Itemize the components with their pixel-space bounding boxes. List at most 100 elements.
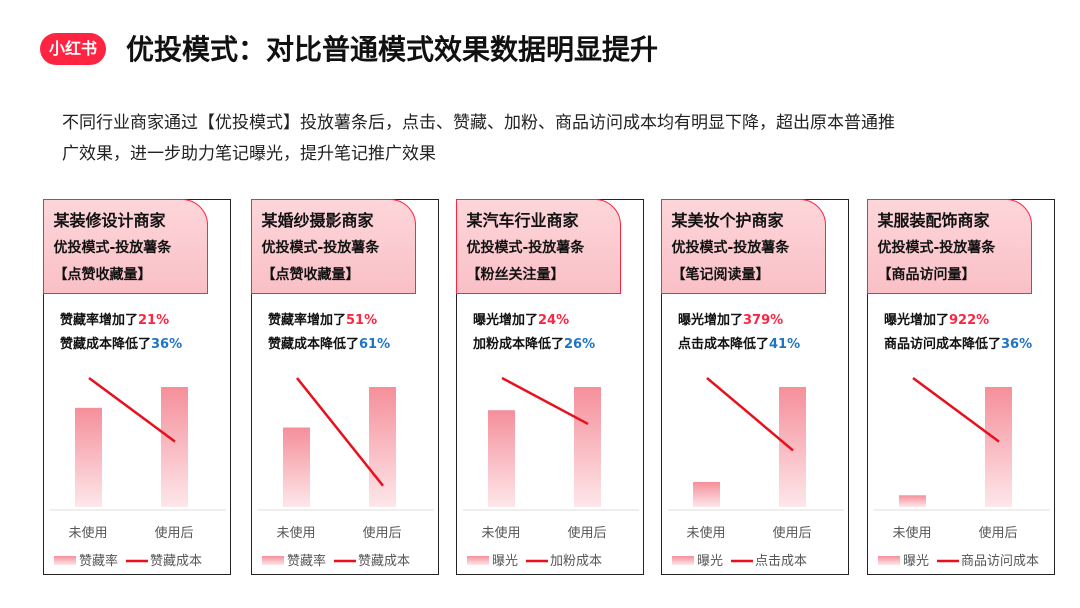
card-header: 某美妆个护商家 优投模式-投放薯条 【笔记阅读量】 xyxy=(660,198,826,294)
stat-decrease-value: 36% xyxy=(1001,337,1033,352)
mode-label: 优投模式-投放薯条 xyxy=(877,239,996,256)
stat-decrease-value: 41% xyxy=(769,337,801,352)
x-tick-label: 使用后 xyxy=(772,525,811,541)
stat-increase-label: 曝光增加了 xyxy=(473,313,539,328)
stats-block: 曝光增加了922% 商品访问成本降低了36% xyxy=(884,309,1032,357)
legend-bar-swatch xyxy=(672,556,694,565)
stat-increase-label: 赞藏率增加了 xyxy=(60,313,139,328)
stat-decrease: 赞藏成本降低了61% xyxy=(268,333,390,357)
cost-line xyxy=(912,376,1000,443)
x-tick-label: 未使用 xyxy=(686,525,725,541)
bar xyxy=(369,387,396,507)
legend-line-label: 赞藏成本 xyxy=(358,554,410,569)
mode-label: 优投模式-投放薯条 xyxy=(261,239,380,256)
legend-bar-label: 曝光 xyxy=(697,554,723,569)
legend-line-label: 加粉成本 xyxy=(550,554,602,569)
bar xyxy=(488,410,515,507)
stat-decrease: 加粉成本降低了26% xyxy=(473,333,595,357)
legend-bar-swatch xyxy=(54,556,76,565)
stat-decrease-value: 26% xyxy=(564,337,596,352)
metric-label: 【商品访问量】 xyxy=(877,266,976,283)
x-tick-label: 使用后 xyxy=(362,525,401,541)
bar xyxy=(283,427,310,507)
case-card: 某装修设计商家 优投模式-投放薯条 【点赞收藏量】 赞藏率增加了21% 赞藏成本… xyxy=(42,198,231,575)
stat-decrease-label: 赞藏成本降低了 xyxy=(60,337,152,352)
stat-increase: 曝光增加了379% xyxy=(678,309,800,333)
company-name: 某服装配饰商家 xyxy=(877,210,990,230)
legend-line-label: 商品访问成本 xyxy=(961,554,1039,569)
bar xyxy=(779,387,806,507)
stat-decrease: 商品访问成本降低了36% xyxy=(884,333,1032,357)
stat-increase-label: 曝光增加了 xyxy=(884,313,950,328)
metric-label: 【笔记阅读量】 xyxy=(671,266,770,283)
company-name: 某美妆个护商家 xyxy=(671,210,784,230)
stat-increase-value: 922% xyxy=(949,313,990,328)
stat-increase: 赞藏率增加了21% xyxy=(60,309,182,333)
cost-line xyxy=(501,376,589,426)
stat-decrease: 赞藏成本降低了36% xyxy=(60,333,182,357)
legend-bar-label: 赞藏率 xyxy=(79,553,118,569)
x-tick-label: 未使用 xyxy=(68,525,107,541)
stats-block: 赞藏率增加了21% 赞藏成本降低了36% xyxy=(60,309,182,357)
legend-bar-swatch xyxy=(878,556,900,565)
cost-line xyxy=(296,377,384,487)
stat-decrease-label: 赞藏成本降低了 xyxy=(268,337,360,352)
card-header: 某汽车行业商家 优投模式-投放薯条 【粉丝关注量】 xyxy=(455,198,621,294)
company-name: 某婚纱摄影商家 xyxy=(261,210,374,230)
legend-bar-label: 曝光 xyxy=(903,554,929,569)
mode-label: 优投模式-投放薯条 xyxy=(53,239,172,256)
stat-decrease-label: 商品访问成本降低了 xyxy=(884,337,1002,352)
intro-line-2: 广效果，进一步助力笔记曝光，提升笔记推广效果 xyxy=(62,144,436,164)
stat-increase-label: 曝光增加了 xyxy=(678,313,744,328)
stat-increase-value: 21% xyxy=(138,313,170,328)
company-name: 某汽车行业商家 xyxy=(466,210,579,230)
card-header: 某服装配饰商家 优投模式-投放薯条 【商品访问量】 xyxy=(866,198,1032,294)
metric-label: 【点赞收藏量】 xyxy=(261,266,360,283)
legend-bar-swatch xyxy=(467,556,489,565)
stat-increase: 曝光增加了922% xyxy=(884,309,1032,333)
x-tick-label: 未使用 xyxy=(892,525,931,541)
stat-decrease-value: 36% xyxy=(151,337,183,352)
card-header: 某婚纱摄影商家 优投模式-投放薯条 【点赞收藏量】 xyxy=(250,198,416,294)
bar xyxy=(574,387,601,507)
legend-line-label: 赞藏成本 xyxy=(150,554,202,569)
x-tick-label: 使用后 xyxy=(567,525,606,541)
stat-increase: 赞藏率增加了51% xyxy=(268,309,390,333)
case-card: 某汽车行业商家 优投模式-投放薯条 【粉丝关注量】 曝光增加了24% 加粉成本降… xyxy=(455,198,644,575)
mode-label: 优投模式-投放薯条 xyxy=(466,239,585,256)
case-card: 某服装配饰商家 优投模式-投放薯条 【商品访问量】 曝光增加了922% 商品访问… xyxy=(866,198,1055,575)
case-card: 某婚纱摄影商家 优投模式-投放薯条 【点赞收藏量】 赞藏率增加了51% 赞藏成本… xyxy=(250,198,439,575)
bar xyxy=(161,387,188,507)
stat-decrease: 点击成本降低了41% xyxy=(678,333,800,357)
bar xyxy=(985,387,1012,507)
company-name: 某装修设计商家 xyxy=(53,210,166,230)
intro-line-1: 不同行业商家通过【优投模式】投放薯条后，点击、赞藏、加粉、商品访问成本均有明显下… xyxy=(62,113,895,133)
xiaohongshu-logo: 小红书 xyxy=(40,33,106,65)
cost-line xyxy=(706,377,794,452)
stat-increase-value: 379% xyxy=(743,313,784,328)
bar xyxy=(899,495,926,507)
intro-text: 不同行业商家通过【优投模式】投放薯条后，点击、赞藏、加粉、商品访问成本均有明显下… xyxy=(62,108,962,170)
stat-decrease-label: 点击成本降低了 xyxy=(678,337,770,352)
x-tick-label: 未使用 xyxy=(481,525,520,541)
legend-line-label: 点击成本 xyxy=(755,554,807,569)
stats-block: 曝光增加了379% 点击成本降低了41% xyxy=(678,309,800,357)
stats-block: 赞藏率增加了51% 赞藏成本降低了61% xyxy=(268,309,390,357)
bar xyxy=(75,407,102,507)
stat-decrease-label: 加粉成本降低了 xyxy=(473,337,565,352)
x-tick-label: 使用后 xyxy=(154,525,193,541)
page-title: 优投模式：对比普通模式效果数据明显提升 xyxy=(126,33,659,66)
metric-label: 【点赞收藏量】 xyxy=(53,266,152,283)
stats-block: 曝光增加了24% 加粉成本降低了26% xyxy=(473,309,595,357)
bar xyxy=(693,481,720,507)
legend-bar-label: 赞藏率 xyxy=(287,553,326,569)
x-tick-label: 未使用 xyxy=(276,525,315,541)
stat-decrease-value: 61% xyxy=(359,337,391,352)
mode-label: 优投模式-投放薯条 xyxy=(671,239,790,256)
stat-increase-value: 24% xyxy=(538,313,570,328)
metric-label: 【粉丝关注量】 xyxy=(466,266,565,283)
